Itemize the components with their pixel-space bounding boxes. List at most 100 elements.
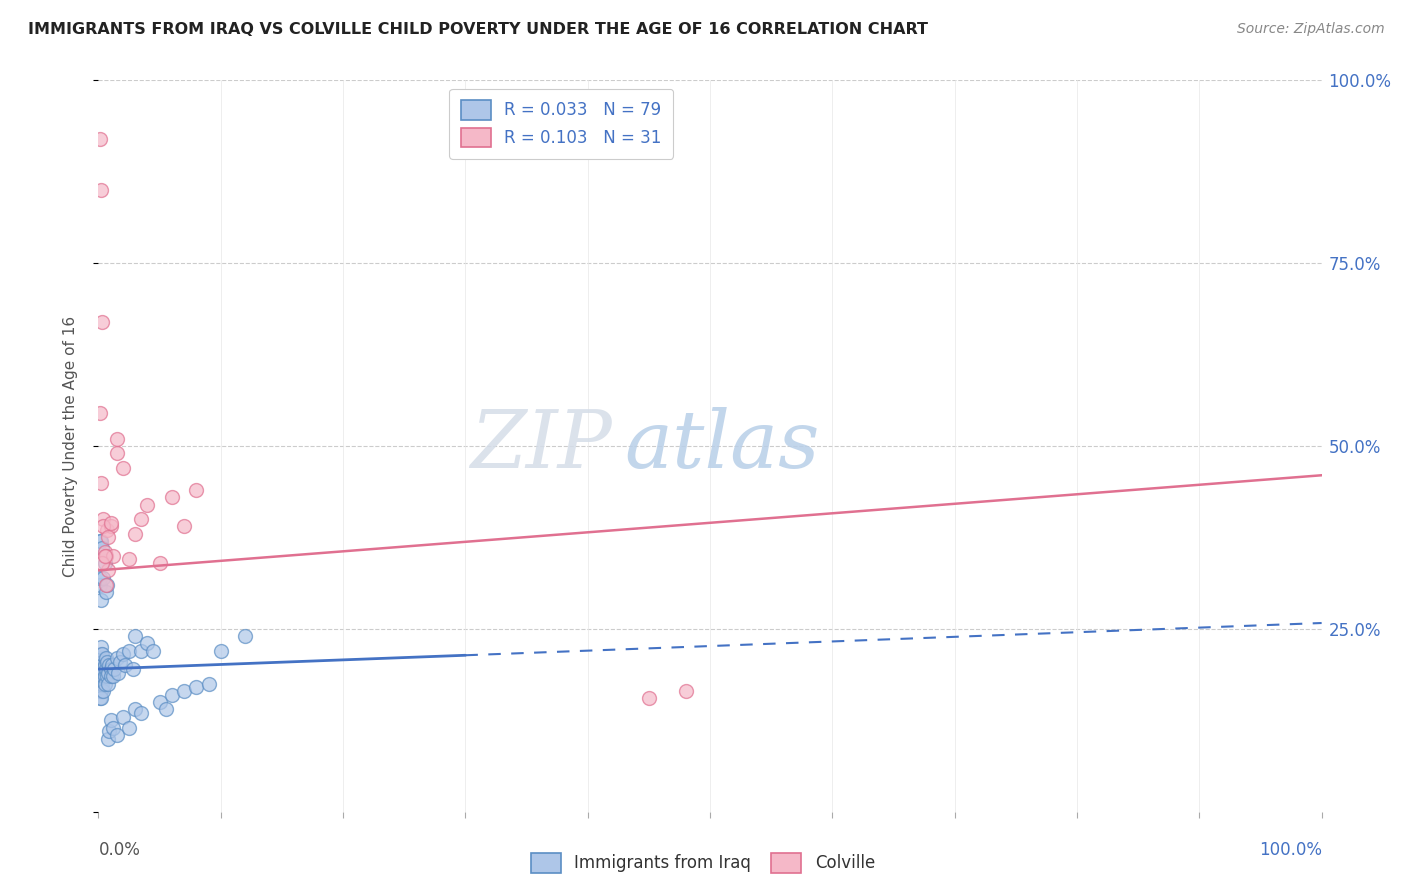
Point <box>186 483 208 497</box>
Point <box>97 676 120 690</box>
Point <box>142 644 165 658</box>
Point <box>96 655 118 669</box>
Point <box>121 662 143 676</box>
Point <box>96 578 118 592</box>
Point <box>89 673 111 687</box>
Point <box>90 592 112 607</box>
Point <box>100 669 122 683</box>
Point <box>91 512 114 526</box>
Point <box>89 406 111 420</box>
Point <box>101 721 124 735</box>
Point <box>91 662 114 676</box>
Point <box>91 684 114 698</box>
Point <box>155 702 177 716</box>
Point <box>173 519 195 533</box>
Point <box>98 658 121 673</box>
Point <box>160 490 183 504</box>
Point <box>90 684 112 698</box>
Point <box>118 552 141 566</box>
Point <box>94 651 117 665</box>
Point <box>89 681 111 695</box>
Point <box>93 676 115 690</box>
Point <box>91 519 114 533</box>
Point <box>89 676 111 690</box>
Point <box>101 658 124 673</box>
Point <box>111 461 134 475</box>
Point <box>111 648 134 662</box>
Point <box>90 640 112 655</box>
Point <box>89 132 111 146</box>
Point <box>89 578 111 592</box>
Point <box>90 691 112 706</box>
Point <box>101 549 124 563</box>
Point <box>129 644 152 658</box>
Point <box>105 728 128 742</box>
Point <box>118 721 141 735</box>
Point <box>90 669 112 683</box>
Point <box>97 665 120 680</box>
Text: 100.0%: 100.0% <box>1258 841 1322 859</box>
Point <box>89 658 111 673</box>
Point <box>103 662 125 676</box>
Point <box>90 655 112 669</box>
Point <box>93 669 115 683</box>
Point <box>91 669 114 683</box>
Point <box>91 648 114 662</box>
Point <box>98 724 121 739</box>
Point <box>94 549 117 563</box>
Point <box>91 655 114 669</box>
Point <box>89 651 111 665</box>
Point <box>89 571 111 585</box>
Point <box>124 629 146 643</box>
Legend: Immigrants from Iraq, Colville: Immigrants from Iraq, Colville <box>524 847 882 880</box>
Point <box>94 578 117 592</box>
Point <box>96 523 118 537</box>
Point <box>173 684 195 698</box>
Point <box>91 556 114 570</box>
Point <box>129 706 152 720</box>
Point <box>93 549 115 563</box>
Point <box>100 662 122 676</box>
Point <box>149 556 172 570</box>
Point <box>186 681 208 695</box>
Point <box>96 669 118 683</box>
Point <box>91 541 114 556</box>
Point <box>675 684 697 698</box>
Point <box>114 658 136 673</box>
Point <box>91 676 114 690</box>
Point <box>91 662 114 676</box>
Point <box>93 556 115 570</box>
Text: Source: ZipAtlas.com: Source: ZipAtlas.com <box>1237 22 1385 37</box>
Point <box>100 519 122 533</box>
Point <box>100 714 122 728</box>
Point <box>90 648 112 662</box>
Point <box>90 534 112 549</box>
Point <box>89 534 111 549</box>
Point <box>136 498 159 512</box>
Point <box>90 475 112 490</box>
Point <box>90 676 112 690</box>
Legend: R = 0.033   N = 79, R = 0.103   N = 31: R = 0.033 N = 79, R = 0.103 N = 31 <box>450 88 673 159</box>
Point <box>101 669 124 683</box>
Text: IMMIGRANTS FROM IRAQ VS COLVILLE CHILD POVERTY UNDER THE AGE OF 16 CORRELATION C: IMMIGRANTS FROM IRAQ VS COLVILLE CHILD P… <box>28 22 928 37</box>
Point <box>90 662 112 676</box>
Point <box>91 315 114 329</box>
Point <box>93 658 115 673</box>
Point <box>110 655 132 669</box>
Text: 0.0%: 0.0% <box>98 841 141 859</box>
Point <box>107 665 129 680</box>
Text: atlas: atlas <box>624 408 820 484</box>
Point <box>89 691 111 706</box>
Point <box>89 662 111 676</box>
Point <box>197 676 219 690</box>
Text: ZIP: ZIP <box>471 408 612 484</box>
Point <box>94 585 117 599</box>
Point <box>105 651 128 665</box>
Point <box>124 526 146 541</box>
Point <box>149 695 172 709</box>
Point <box>93 545 115 559</box>
Point <box>111 709 134 723</box>
Point <box>91 571 114 585</box>
Point <box>129 512 152 526</box>
Point <box>160 688 183 702</box>
